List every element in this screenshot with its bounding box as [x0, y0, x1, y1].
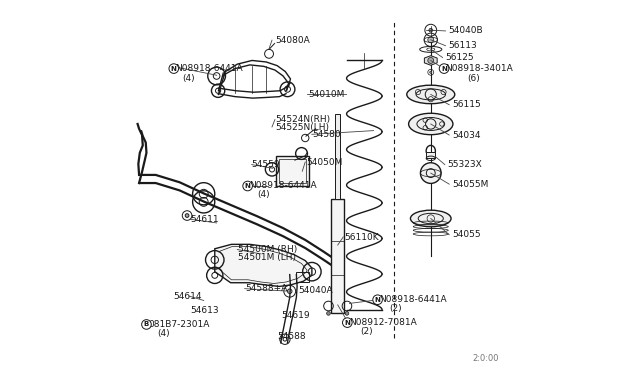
Text: 54525N(LH): 54525N(LH) — [276, 123, 330, 132]
Text: 54613: 54613 — [190, 306, 219, 315]
Ellipse shape — [410, 210, 451, 227]
Circle shape — [345, 311, 349, 315]
Polygon shape — [215, 244, 312, 286]
Bar — [276, 157, 309, 186]
Circle shape — [429, 28, 433, 32]
Polygon shape — [424, 56, 437, 65]
Circle shape — [342, 318, 352, 327]
Text: 54559: 54559 — [252, 160, 280, 169]
Circle shape — [439, 64, 449, 73]
Text: 56110K: 56110K — [344, 233, 379, 242]
Circle shape — [185, 214, 189, 217]
Text: 2:0:00: 2:0:00 — [472, 354, 499, 363]
Text: 54040B: 54040B — [449, 26, 483, 35]
Text: N: N — [344, 320, 350, 326]
Text: 54611: 54611 — [190, 215, 219, 224]
Text: N: N — [374, 297, 381, 303]
Text: 54040A: 54040A — [298, 286, 332, 295]
Text: 54050M: 54050M — [306, 157, 342, 167]
Text: N: N — [171, 65, 177, 71]
Bar — [296, 272, 309, 282]
Text: 54588: 54588 — [278, 332, 306, 341]
Text: 56115: 56115 — [452, 100, 481, 109]
Text: 54524N(RH): 54524N(RH) — [276, 115, 331, 124]
Text: 54588+A: 54588+A — [245, 284, 287, 293]
Text: (4): (4) — [157, 329, 170, 338]
Circle shape — [326, 311, 330, 315]
Ellipse shape — [408, 113, 453, 135]
Circle shape — [428, 37, 434, 43]
Text: 54614: 54614 — [173, 292, 202, 301]
Text: 54055: 54055 — [452, 230, 481, 239]
Text: (2): (2) — [389, 304, 402, 313]
Circle shape — [420, 163, 441, 183]
Circle shape — [372, 295, 382, 305]
Text: 54500M (RH): 54500M (RH) — [238, 245, 298, 254]
Text: 55323X: 55323X — [447, 160, 482, 169]
Text: 56113: 56113 — [449, 41, 477, 50]
Text: 54080A: 54080A — [275, 36, 310, 45]
Bar — [426, 152, 435, 158]
Text: 54055M: 54055M — [452, 180, 488, 189]
Text: 54580: 54580 — [312, 130, 341, 139]
Text: 54501M (LH): 54501M (LH) — [238, 253, 296, 262]
Text: (4): (4) — [182, 74, 195, 83]
Circle shape — [243, 181, 252, 191]
Text: (2): (2) — [360, 327, 372, 336]
Text: N08918-6441A: N08918-6441A — [175, 64, 243, 73]
Text: (6): (6) — [467, 74, 480, 83]
Bar — [335, 114, 340, 199]
Text: 54010M: 54010M — [308, 90, 344, 99]
Ellipse shape — [407, 85, 455, 104]
Text: N08912-7081A: N08912-7081A — [349, 318, 417, 327]
Bar — [331, 199, 344, 313]
Circle shape — [141, 320, 151, 329]
Text: N08918-6441A: N08918-6441A — [379, 295, 447, 304]
Text: 54034: 54034 — [452, 131, 481, 140]
Text: 54619: 54619 — [281, 311, 310, 320]
Circle shape — [169, 64, 179, 73]
Text: 081B7-2301A: 081B7-2301A — [148, 320, 210, 329]
Text: (4): (4) — [257, 190, 270, 199]
Text: N: N — [244, 183, 251, 189]
Circle shape — [428, 58, 434, 63]
Bar — [278, 160, 306, 183]
Circle shape — [429, 71, 432, 73]
Text: N08918-3401A: N08918-3401A — [445, 64, 513, 73]
Text: N: N — [441, 65, 447, 71]
Text: 56125: 56125 — [445, 53, 474, 62]
Text: B: B — [144, 321, 149, 327]
Text: N08918-6441A: N08918-6441A — [249, 182, 317, 190]
